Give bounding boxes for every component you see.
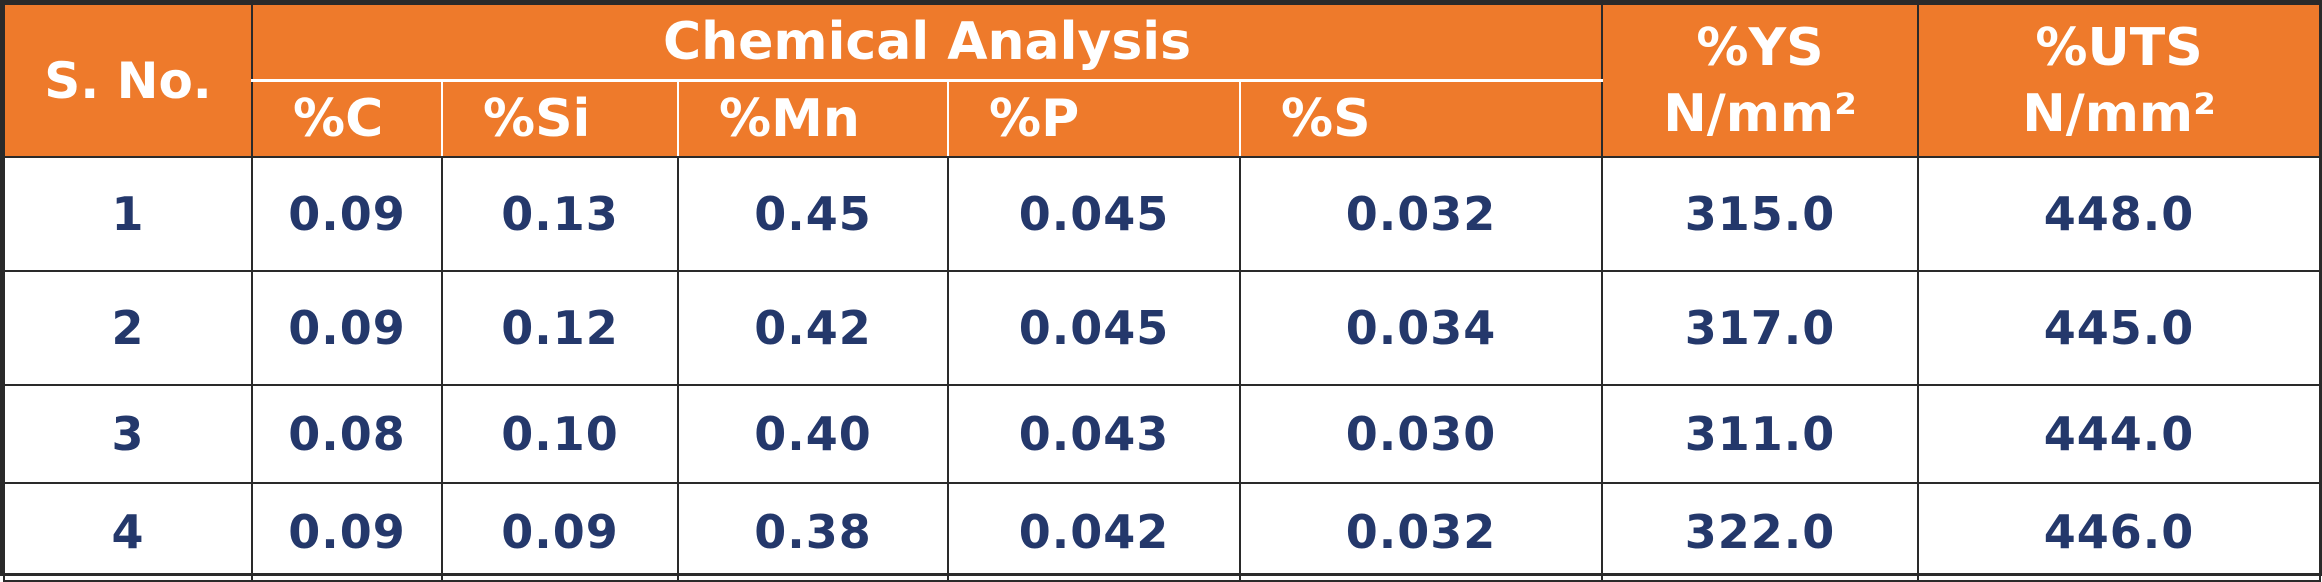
cell-sno: 3 xyxy=(3,384,253,484)
cell-uts: 446.0 xyxy=(1917,482,2322,582)
header-ultimate-tensile-strength: %UTS N/mm² xyxy=(1917,3,2322,158)
header-carbon: %C xyxy=(251,79,443,158)
cell-ys: 322.0 xyxy=(1601,482,1920,582)
table-row: 1 0.09 0.13 0.45 0.045 0.032 315.0 448.0 xyxy=(3,156,2322,272)
cell-ys: 317.0 xyxy=(1601,270,1920,386)
header-silicon: %Si xyxy=(441,79,679,158)
cell-manganese: 0.42 xyxy=(677,270,949,386)
header-ys-label: %YS xyxy=(1696,17,1824,78)
cell-phosphorus: 0.045 xyxy=(947,270,1241,386)
cell-phosphorus: 0.042 xyxy=(947,482,1241,582)
cell-sno: 4 xyxy=(3,482,253,582)
cell-ys: 315.0 xyxy=(1601,156,1920,272)
header-manganese: %Mn xyxy=(677,79,949,158)
cell-manganese: 0.40 xyxy=(677,384,949,484)
cell-carbon: 0.08 xyxy=(251,384,443,484)
header-uts-label: %UTS xyxy=(2035,17,2203,78)
cell-silicon: 0.10 xyxy=(441,384,679,484)
cell-sulfur: 0.032 xyxy=(1238,156,1604,272)
cell-ys: 311.0 xyxy=(1601,384,1920,484)
table-row: 4 0.09 0.09 0.38 0.042 0.032 322.0 446.0 xyxy=(3,482,2322,582)
header-phosphorus: %P xyxy=(947,79,1241,158)
cell-carbon: 0.09 xyxy=(251,156,443,272)
header-chemical-analysis: Chemical Analysis xyxy=(250,3,1604,82)
cell-carbon: 0.09 xyxy=(251,270,443,386)
cell-silicon: 0.09 xyxy=(441,482,679,582)
table-row: 2 0.09 0.12 0.42 0.045 0.034 317.0 445.0 xyxy=(3,270,2322,386)
cell-sulfur: 0.032 xyxy=(1238,482,1604,582)
cell-sno: 2 xyxy=(3,270,253,386)
header-uts-unit: N/mm² xyxy=(2022,83,2216,144)
cell-sno: 1 xyxy=(3,156,253,272)
cell-manganese: 0.38 xyxy=(677,482,949,582)
cell-uts: 448.0 xyxy=(1917,156,2322,272)
header-ys-unit: N/mm² xyxy=(1663,83,1857,144)
cell-silicon: 0.13 xyxy=(441,156,679,272)
cell-carbon: 0.09 xyxy=(251,482,443,582)
header-sulfur: %S xyxy=(1238,79,1604,158)
cell-sulfur: 0.034 xyxy=(1238,270,1604,386)
table-row: 3 0.08 0.10 0.40 0.043 0.030 311.0 444.0 xyxy=(3,384,2322,484)
header-serial-number: S. No. xyxy=(3,3,253,158)
header-yield-strength: %YS N/mm² xyxy=(1601,3,1920,158)
cell-manganese: 0.45 xyxy=(677,156,949,272)
cell-uts: 444.0 xyxy=(1917,384,2322,484)
chemical-analysis-table: S. No. Chemical Analysis %YS N/mm² %UTS … xyxy=(3,3,2322,582)
cell-phosphorus: 0.045 xyxy=(947,156,1241,272)
cell-uts: 445.0 xyxy=(1917,270,2322,386)
cell-phosphorus: 0.043 xyxy=(947,384,1241,484)
cell-sulfur: 0.030 xyxy=(1238,384,1604,484)
cell-silicon: 0.12 xyxy=(441,270,679,386)
